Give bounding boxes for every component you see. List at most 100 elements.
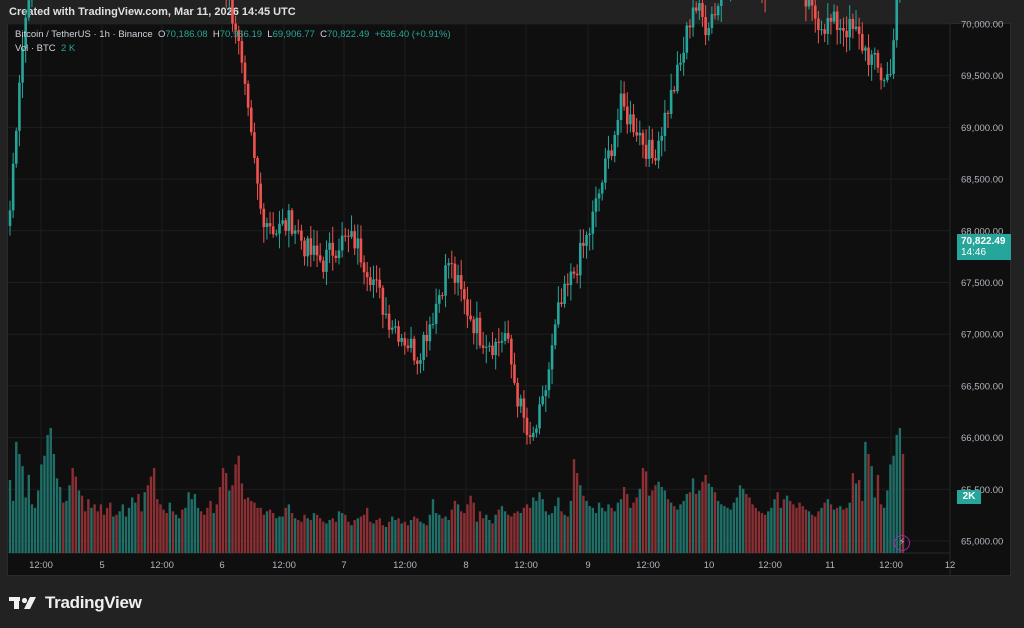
volume-bar [425,525,428,553]
volume-bar [444,516,447,553]
volume-bar [293,518,297,553]
volume-bar [272,513,275,553]
volume-bar [472,502,475,553]
time-tick-label: 12:00 [272,560,296,571]
volume-bar [146,485,150,553]
candle-body [450,263,454,265]
volume-bar [215,504,218,553]
volume-bar [127,507,131,553]
volume-bar [704,474,707,553]
volume-bar [710,487,714,553]
candle-body [340,235,344,251]
candle-body [685,25,689,53]
candle-body [889,73,892,75]
candle-body [522,398,526,418]
candle-body [510,338,513,365]
volume-bar [27,474,30,553]
volume-bar [481,518,485,553]
volume-bar [638,488,641,553]
volume-bar [403,521,406,553]
volume-bar [315,514,319,553]
candle-body [560,302,563,305]
volume-bar [278,516,281,553]
price-tick-label: 69,500.00 [961,71,1003,82]
candle-body [679,62,682,65]
volume-bar [362,514,366,553]
candle-body [8,210,12,226]
volume-bar [174,514,178,553]
volume-bar [168,502,171,553]
candle-body [21,48,24,83]
candle-body [403,338,407,346]
volume-bar [131,497,134,553]
candle-body [325,249,328,272]
close-value: 70,822.49 [327,29,370,40]
candle-body [857,26,861,34]
candle-body [309,238,313,255]
time-tick-label: 12:00 [758,560,782,571]
volume-bar [763,514,767,553]
candle-body [622,93,626,107]
candle-body [328,242,331,250]
volume-bar [782,499,786,553]
volume-bar [428,514,432,553]
volume-bar [334,521,338,553]
volume-bar [679,504,682,553]
candle-body [434,303,438,325]
candle-body [322,260,325,272]
volume-bar [475,521,479,553]
candle-body [27,0,31,18]
candle-body [820,29,823,31]
volume-bar [898,427,902,553]
volume-bar [848,502,851,553]
candle-body [369,277,372,286]
price-tick-label: 67,000.00 [961,330,1003,341]
volume-bar [112,516,115,553]
volume-bar [528,507,532,553]
candle-body [597,193,601,199]
volume-bar [353,520,356,553]
candle-body [851,18,855,30]
volume-bar [669,502,673,553]
volume-bar [419,521,422,553]
time-tick-label: 12:00 [636,560,660,571]
candle-body [691,7,695,28]
volume-bar [723,506,726,553]
volume-bar [879,504,883,553]
candle-body [641,132,645,145]
volume-bar [494,514,497,553]
volume-bar [337,511,341,553]
candle-body [372,279,375,286]
candle-body [682,52,685,63]
candle-body [475,317,479,334]
volume-bar [250,500,253,553]
volume-bar [635,497,638,553]
candle-body [823,29,826,34]
volume-bar [240,483,244,553]
volume-bar [554,506,557,553]
candle-body [234,23,237,31]
candle-body [14,130,18,164]
volume-bar [886,490,889,553]
lightning-icon[interactable]: ⚡ [894,535,910,551]
volume-bar [544,511,547,553]
candle-body [428,324,432,342]
volume-bar [268,509,272,553]
volume-bar [37,490,40,553]
volume-bar [165,513,168,553]
candle-body [719,0,723,6]
candle-body [553,324,557,346]
volume-bar [713,492,717,553]
candle-body [610,150,613,156]
volume-bar [613,511,616,553]
candle-body [481,345,485,348]
candle-body [497,341,501,343]
volume-bar [297,520,300,553]
candle-body [832,11,836,22]
volume-bar [861,500,864,553]
candle-body [810,0,814,6]
chart-frame[interactable] [7,23,1011,576]
volume-bar [801,506,804,553]
volume-bar [306,518,309,553]
